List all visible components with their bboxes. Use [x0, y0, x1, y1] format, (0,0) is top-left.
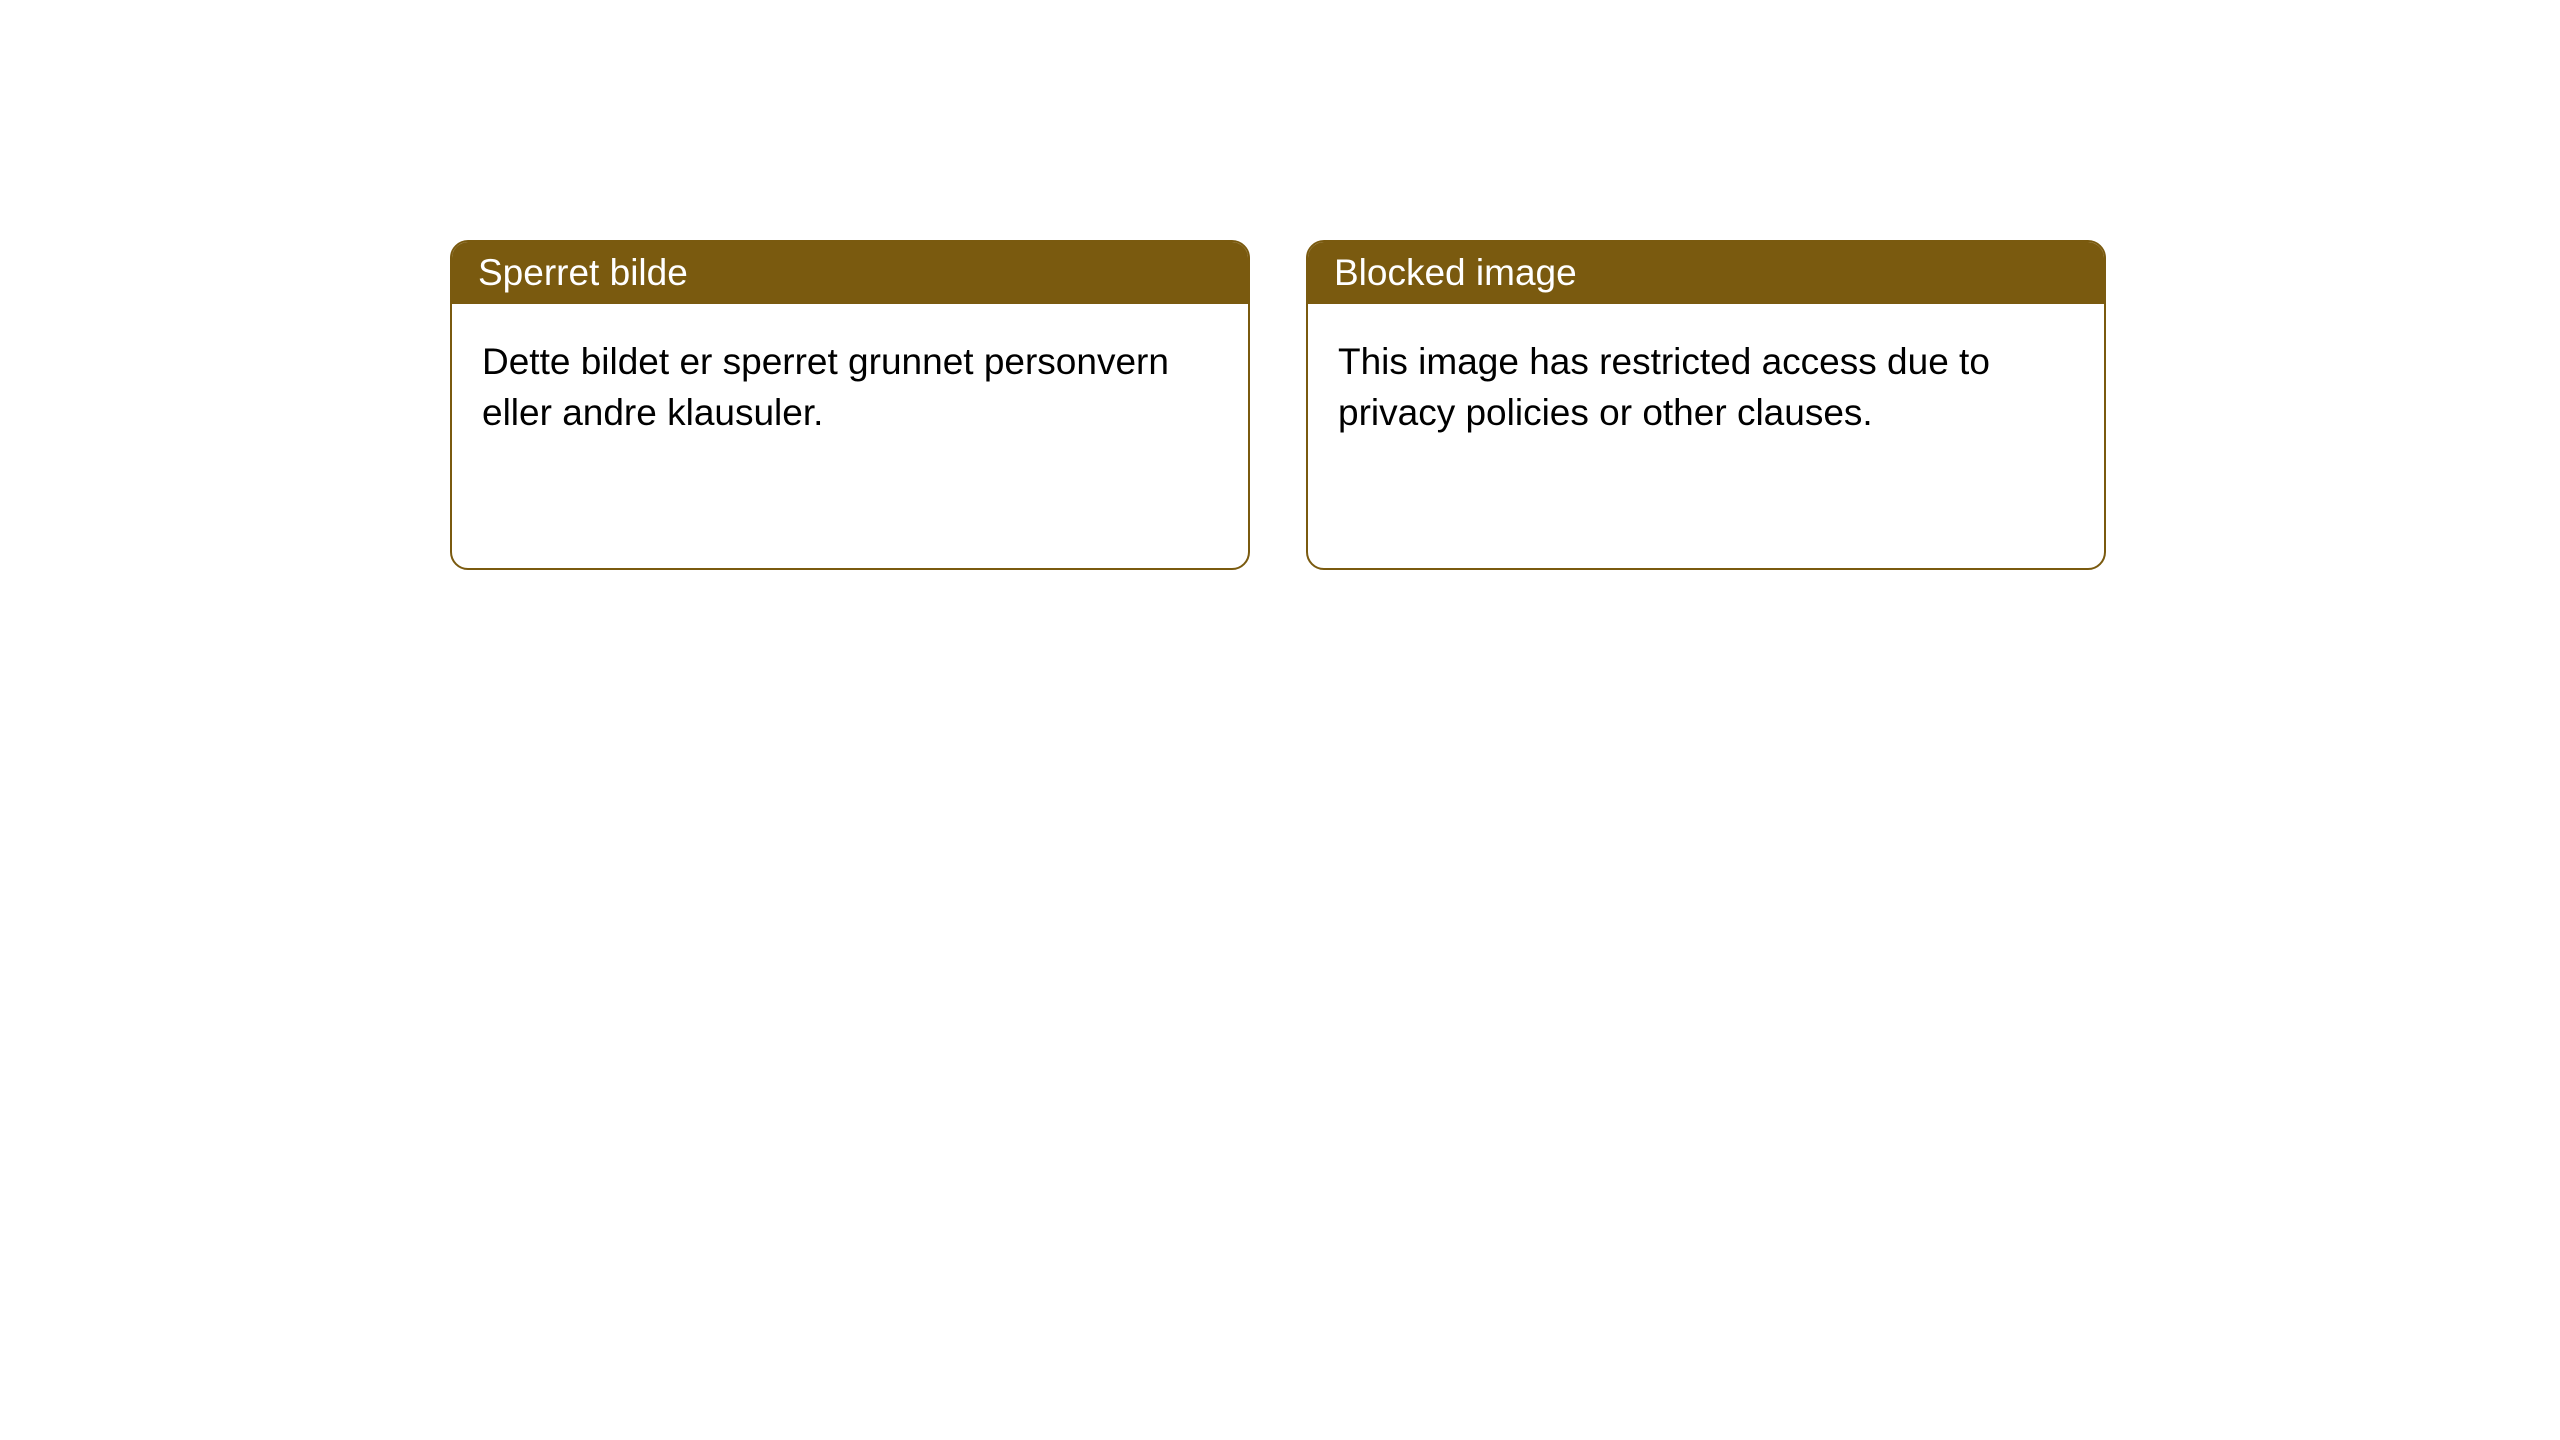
- notice-container: Sperret bilde Dette bildet er sperret gr…: [450, 240, 2560, 570]
- notice-header: Sperret bilde: [452, 242, 1248, 304]
- notice-text: This image has restricted access due to …: [1338, 341, 1990, 433]
- notice-card-english: Blocked image This image has restricted …: [1306, 240, 2106, 570]
- notice-text: Dette bildet er sperret grunnet personve…: [482, 341, 1169, 433]
- notice-header: Blocked image: [1308, 242, 2104, 304]
- notice-card-norwegian: Sperret bilde Dette bildet er sperret gr…: [450, 240, 1250, 570]
- notice-body: This image has restricted access due to …: [1308, 304, 2104, 470]
- notice-title: Sperret bilde: [478, 252, 688, 293]
- notice-title: Blocked image: [1334, 252, 1577, 293]
- notice-body: Dette bildet er sperret grunnet personve…: [452, 304, 1248, 470]
